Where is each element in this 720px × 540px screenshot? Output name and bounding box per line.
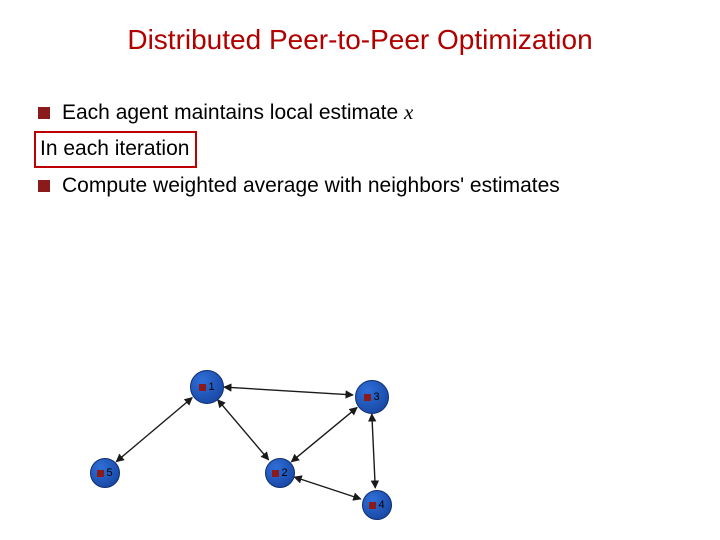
edge-a1-a5	[116, 398, 192, 462]
node-label: 4	[378, 500, 384, 511]
node-bullet-icon	[364, 394, 371, 401]
edge-a1-a3	[224, 387, 353, 395]
node-a4: 4	[362, 490, 392, 520]
bullet-1-var: x	[404, 100, 413, 124]
body: Each agent maintains local estimate x In…	[38, 98, 678, 204]
bullet-1-text: Each agent maintains local estimate x	[62, 98, 413, 127]
bullet-1-pre: Each agent maintains local estimate	[62, 101, 404, 124]
node-a3: 3	[355, 380, 389, 414]
bullet-square-icon	[38, 107, 50, 119]
node-label: 5	[106, 468, 112, 479]
node-bullet-icon	[369, 502, 376, 509]
node-bullet-icon	[272, 470, 279, 477]
node-bullet-icon	[97, 470, 104, 477]
slide: Distributed Peer-to-Peer Optimization Ea…	[0, 0, 720, 540]
node-label: 2	[281, 468, 287, 479]
bullet-1: Each agent maintains local estimate x	[38, 98, 678, 127]
node-label: 3	[373, 392, 379, 403]
node-bullet-icon	[199, 384, 206, 391]
highlight-box: In each iteration	[34, 131, 197, 167]
highlight-row: In each iteration	[38, 131, 678, 167]
node-a2: 2	[265, 458, 295, 488]
graph-edges	[80, 340, 500, 520]
edge-a2-a3	[291, 407, 357, 461]
node-a5: 5	[90, 458, 120, 488]
slide-title: Distributed Peer-to-Peer Optimization	[0, 24, 720, 56]
edge-a2-a4	[294, 477, 361, 499]
bullet-square-icon	[38, 180, 50, 192]
network-graph: 1 3 5 2 4	[80, 340, 500, 520]
edge-a1-a2	[218, 400, 269, 460]
edge-a3-a4	[372, 414, 375, 488]
bullet-2-text: Compute weighted average with neighbors'…	[62, 172, 560, 200]
bullet-2: Compute weighted average with neighbors'…	[38, 172, 678, 200]
node-label: 1	[208, 382, 214, 393]
node-a1: 1	[190, 370, 224, 404]
